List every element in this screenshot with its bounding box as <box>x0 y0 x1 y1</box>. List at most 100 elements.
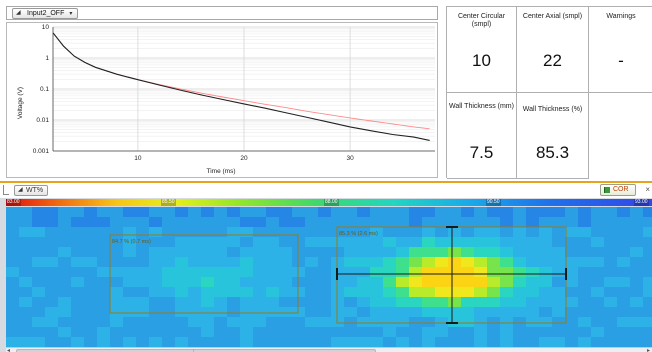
heatmap-cell <box>227 207 241 218</box>
heatmap-cell <box>617 247 631 258</box>
cscan-heatmap[interactable]: 84.7 % (0.7 ms) 85.3 % (2.6 ms) <box>6 207 652 347</box>
heatmap-cell <box>357 217 371 228</box>
color-gradient <box>6 199 652 206</box>
scrollbar-thumb[interactable]: ⦙ <box>16 349 376 352</box>
heatmap-cell <box>526 257 540 268</box>
heatmap-cell <box>162 207 176 218</box>
heatmap-cell <box>396 247 410 258</box>
heatmap-cell <box>357 317 371 328</box>
heatmap-cell <box>136 287 150 298</box>
heatmap-cell <box>513 307 527 318</box>
heatmap-cell <box>266 287 280 298</box>
heatmap-cell <box>227 237 241 248</box>
heatmap-cell <box>279 297 293 308</box>
dropdown-arrow-icon: ◢ <box>16 10 21 16</box>
heatmap-cell <box>253 267 267 278</box>
heatmap-cell <box>461 327 475 338</box>
heatmap-cell <box>539 257 553 268</box>
heatmap-svg: 84.7 % (0.7 ms) 85.3 % (2.6 ms) <box>6 207 652 347</box>
heatmap-cell <box>279 267 293 278</box>
heatmap-cell <box>123 287 137 298</box>
heatmap-cell <box>97 247 111 258</box>
heatmap-cell <box>19 327 33 338</box>
heatmap-cell <box>292 277 306 288</box>
heatmap-cell <box>630 227 644 238</box>
heatmap-cell <box>461 307 475 318</box>
center-axial-label: Center Axial (smpl) <box>522 13 583 20</box>
heatmap-cell <box>110 237 124 248</box>
view-mode-dropdown[interactable]: ◢ WT% <box>14 185 49 196</box>
heatmap-cell <box>279 327 293 338</box>
heatmap-cell <box>253 227 267 238</box>
heatmap-cell <box>630 207 644 218</box>
heatmap-cell <box>19 207 33 218</box>
heatmap-cell <box>539 207 553 218</box>
crosshair[interactable] <box>336 226 567 324</box>
heatmap-cell <box>97 337 111 347</box>
heatmap-cell <box>201 327 215 338</box>
heatmap-cell <box>305 257 319 268</box>
heatmap-cell <box>240 277 254 288</box>
heatmap-cell <box>32 227 46 238</box>
heatmap-cell <box>357 267 371 278</box>
wall-thickness-pct-cell: Wall Thickness (%) 85.3 <box>517 93 589 179</box>
heatmap-cell <box>175 207 189 218</box>
heatmap-cell <box>266 317 280 328</box>
heatmap-cell <box>617 297 631 308</box>
heatmap-cell <box>240 307 254 318</box>
scroll-right-icon[interactable]: ▸ <box>646 348 650 352</box>
channel-tab-bar: ◢ Input2_OFF ▾ <box>6 6 438 20</box>
heatmap-cell <box>435 207 449 218</box>
heatmap-cell <box>266 237 280 248</box>
heatmap-cell <box>214 267 228 278</box>
scale-tick: 88.00 <box>324 199 339 206</box>
region-box-1[interactable] <box>109 234 299 314</box>
close-icon[interactable]: × <box>645 185 650 194</box>
horizontal-scrollbar[interactable]: ◂ ⦙ ▸ <box>6 347 652 352</box>
heatmap-cell <box>526 287 540 298</box>
heatmap-cell <box>45 307 59 318</box>
heatmap-cell <box>526 237 540 248</box>
heatmap-cell <box>643 247 652 258</box>
heatmap-cell <box>591 267 605 278</box>
heatmap-cell <box>331 247 345 258</box>
heatmap-cell <box>591 287 605 298</box>
heatmap-cell <box>500 337 514 347</box>
heatmap-cell <box>45 287 59 298</box>
heatmap-cell <box>123 247 137 258</box>
heatmap-cell <box>500 247 514 258</box>
scroll-left-icon[interactable]: ◂ <box>7 348 11 352</box>
heatmap-cell <box>539 307 553 318</box>
heatmap-cell <box>409 337 423 347</box>
heatmap-cell <box>487 217 501 228</box>
heatmap-cell <box>552 247 566 258</box>
heatmap-cell <box>175 307 189 318</box>
heatmap-cell <box>565 297 579 308</box>
heatmap-cell <box>461 227 475 238</box>
heatmap-cell <box>175 327 189 338</box>
heatmap-cell <box>110 327 124 338</box>
heatmap-cell <box>448 257 462 268</box>
heatmap-cell <box>227 307 241 318</box>
heatmap-cell <box>318 257 332 268</box>
heatmap-cell <box>214 327 228 338</box>
heatmap-cell <box>396 257 410 268</box>
heatmap-cell <box>422 277 436 288</box>
heatmap-cell <box>214 277 228 288</box>
heatmap-cell <box>383 227 397 238</box>
heatmap-cell <box>487 267 501 278</box>
heatmap-cell <box>604 287 618 298</box>
heatmap-cell <box>292 257 306 268</box>
heatmap-cell <box>552 297 566 308</box>
heatmap-cell <box>149 217 163 228</box>
heatmap-cell <box>71 257 85 268</box>
channel-dropdown[interactable]: ◢ Input2_OFF ▾ <box>12 8 79 19</box>
heatmap-cell <box>240 257 254 268</box>
heatmap-cell <box>500 277 514 288</box>
heatmap-cell <box>630 217 644 228</box>
heatmap-cell <box>604 207 618 218</box>
heatmap-cell <box>162 217 176 228</box>
cor-button[interactable]: COR <box>600 184 636 196</box>
heatmap-cell <box>487 337 501 347</box>
heatmap-cell <box>19 237 33 248</box>
